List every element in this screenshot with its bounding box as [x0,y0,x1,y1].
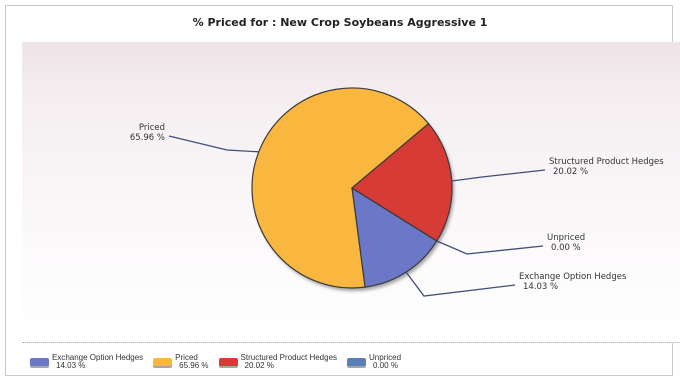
legend-label: Priced 65.96 % [175,354,208,370]
legend-value: 0.00 % [373,361,398,370]
legend-name: Priced [175,353,198,362]
leader-line-structured-product-hedges [451,169,546,182]
legend-label: Unpriced 0.00 % [369,354,401,370]
legend-value: 65.96 % [179,361,209,370]
leader-line-unpriced [436,240,544,255]
chart-title: % Priced for : New Crop Soybeans Aggress… [192,16,488,29]
legend-value: 20.02 % [244,361,274,370]
legend-item-structured-product-hedges[interactable]: Structured Product Hedges 20.02 % [218,354,338,370]
slice-value-priced: 65.96 % [130,133,165,143]
legend-swatch [218,358,238,366]
slice-label-unpriced: Unpriced [547,233,585,243]
legend-swatch [30,358,49,366]
legend-item-priced[interactable]: Priced 65.96 % [153,354,209,370]
legend-item-unpriced[interactable]: Unpriced 0.00 % [347,354,401,370]
slice-value-unpriced: 0.00 % [551,243,581,253]
legend-swatch [153,358,173,366]
leader-line-exchange-option-hedges [405,271,516,297]
pie-slice-priced[interactable] [251,87,430,289]
legend: Exchange Option Hedges 14.03 % Priced 65.96… [30,354,401,376]
slice-label-priced: Priced [139,123,165,133]
legend-swatch [347,358,367,366]
pie-slice-exchange-option-hedges[interactable] [351,186,438,288]
leader-line-priced [168,135,259,153]
legend-value: 14.03 % [56,361,86,370]
legend-label: Exchange Option Hedges 14.03 % [52,354,143,370]
legend-name: Structured Product Hedges [240,353,338,362]
slice-label-structured-product-hedges: Structured Product Hedges [549,157,664,167]
legend-label: Structured Product Hedges 20.02 % [241,354,338,370]
slice-value-exchange-option-hedges: 14.03 % [523,282,558,292]
legend-name: Unpriced [369,353,402,362]
legend-name: Exchange Option Hedges [52,353,144,362]
slice-label-exchange-option-hedges: Exchange Option Hedges [519,272,627,282]
legend-item-exchange-option-hedges[interactable]: Exchange Option Hedges 14.03 % [30,354,143,370]
slice-value-structured-product-hedges: 20.02 % [553,167,588,177]
plot-area: Exchange Option Hedges 14.03 % Priced 65.96… [22,42,680,343]
